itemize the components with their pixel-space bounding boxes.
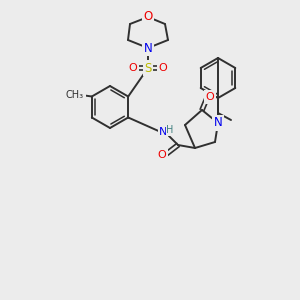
Text: N: N [214,116,222,130]
Text: O: O [158,150,166,160]
Text: S: S [144,61,152,74]
Text: O: O [143,11,153,23]
Text: N: N [144,41,152,55]
Text: O: O [206,92,214,102]
Text: O: O [159,63,167,73]
Text: O: O [129,63,137,73]
Text: N: N [159,127,167,137]
Text: H: H [166,125,174,135]
Text: CH₃: CH₃ [66,89,84,100]
